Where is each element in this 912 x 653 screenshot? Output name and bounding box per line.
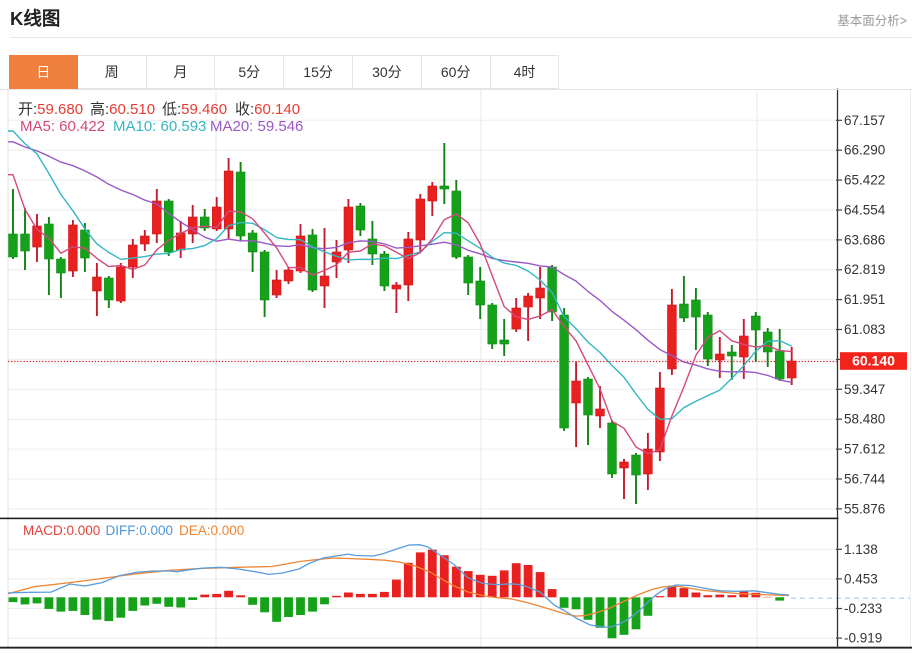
- svg-text:62.819: 62.819: [844, 262, 885, 277]
- svg-text:60.140: 60.140: [852, 353, 895, 369]
- svg-text:63.686: 63.686: [844, 232, 885, 247]
- svg-text:58.480: 58.480: [844, 412, 885, 427]
- svg-text:0.453: 0.453: [844, 571, 878, 586]
- svg-text:1.138: 1.138: [844, 542, 878, 557]
- svg-text:-0.233: -0.233: [844, 601, 882, 616]
- svg-text:66.290: 66.290: [844, 143, 885, 158]
- svg-text:57.612: 57.612: [844, 442, 885, 457]
- svg-text:61.951: 61.951: [844, 292, 885, 307]
- svg-text:55.876: 55.876: [844, 501, 885, 516]
- svg-text:64.554: 64.554: [844, 203, 886, 218]
- svg-text:61.083: 61.083: [844, 322, 885, 337]
- svg-text:-0.919: -0.919: [844, 631, 882, 646]
- svg-text:67.157: 67.157: [844, 113, 885, 128]
- svg-text:59.347: 59.347: [844, 382, 885, 397]
- svg-text:56.744: 56.744: [844, 472, 886, 487]
- svg-text:65.422: 65.422: [844, 173, 885, 188]
